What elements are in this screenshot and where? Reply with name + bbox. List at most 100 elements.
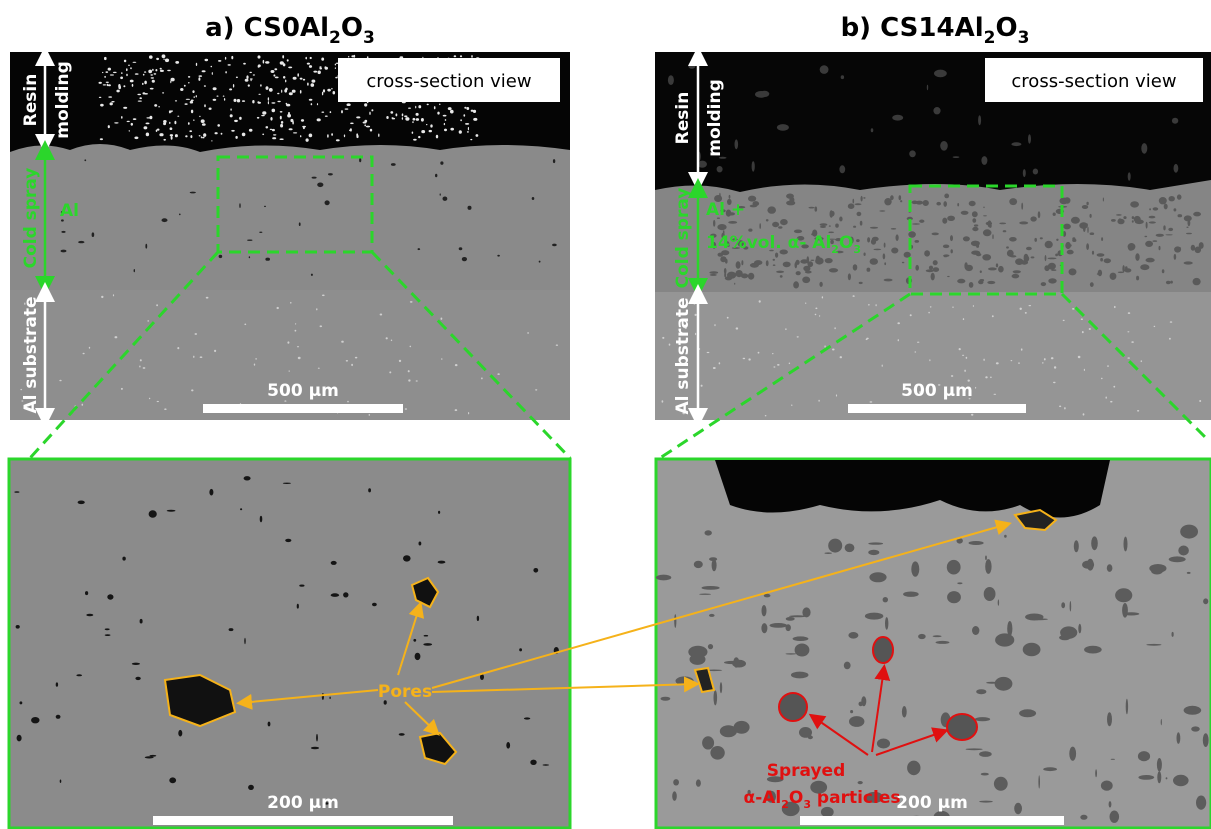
texture: [418, 541, 422, 546]
texture: [439, 193, 441, 196]
texture: [274, 76, 279, 79]
texture: [150, 77, 154, 79]
texture: [962, 236, 970, 242]
texture: [772, 258, 775, 261]
texture: [497, 373, 500, 375]
texture: [350, 122, 354, 125]
texture: [1080, 318, 1083, 321]
texture: [214, 349, 217, 353]
texture: [761, 623, 768, 634]
micrograph: [655, 52, 1211, 420]
texture: [285, 87, 288, 91]
texture: [868, 542, 884, 545]
texture: [733, 657, 740, 668]
texture: [1160, 718, 1162, 726]
texture: [735, 270, 743, 278]
texture: [331, 87, 333, 90]
texture: [285, 79, 287, 83]
texture: [175, 61, 180, 64]
scale-bar: [203, 404, 403, 413]
texture: [349, 129, 351, 132]
texture: [77, 500, 85, 505]
texture: [864, 612, 884, 620]
texture: [104, 628, 110, 631]
texture: [828, 238, 836, 240]
texture: [844, 543, 855, 553]
texture: [1106, 564, 1113, 572]
texture: [1114, 305, 1116, 309]
texture: [142, 73, 145, 76]
texture: [1153, 325, 1156, 328]
texture: [1030, 256, 1035, 259]
texture: [881, 364, 883, 367]
texture: [114, 336, 118, 339]
texture: [149, 55, 153, 59]
texture: [107, 67, 112, 71]
texture: [281, 89, 283, 93]
texture: [156, 128, 160, 131]
texture: [890, 228, 897, 230]
texture: [791, 404, 793, 407]
texture: [1072, 308, 1075, 310]
texture: [533, 568, 539, 573]
texture: [334, 67, 336, 69]
texture: [271, 102, 276, 104]
texture: [776, 270, 785, 273]
texture: [19, 701, 23, 705]
texture: [298, 222, 301, 226]
texture: [976, 244, 980, 248]
texture: [169, 134, 174, 137]
texture: [247, 239, 253, 241]
texture: [761, 605, 767, 617]
texture: [106, 83, 109, 87]
texture: [858, 701, 863, 707]
texture: [111, 101, 115, 103]
texture: [779, 249, 788, 255]
texture: [853, 225, 857, 228]
texture: [343, 134, 346, 138]
texture: [947, 275, 950, 278]
texture: [423, 643, 433, 646]
texture: [121, 116, 123, 119]
texture: [950, 249, 953, 254]
texture: [1055, 253, 1058, 257]
texture: [1103, 258, 1112, 264]
texture: [253, 363, 256, 366]
texture: [288, 66, 293, 69]
texture: [252, 100, 255, 104]
texture: [1053, 366, 1057, 369]
texture: [409, 301, 413, 303]
texture: [1115, 588, 1133, 603]
texture: [890, 195, 894, 201]
texture: [277, 100, 281, 103]
texture: [144, 756, 154, 759]
texture: [1152, 240, 1158, 242]
texture: [1176, 194, 1182, 200]
texture: [1089, 232, 1095, 235]
texture: [682, 412, 685, 415]
texture: [700, 384, 703, 387]
texture: [863, 197, 866, 199]
texture: [1105, 396, 1107, 399]
texture: [971, 211, 978, 218]
texture: [403, 555, 411, 562]
texture: [418, 135, 421, 139]
texture: [378, 133, 380, 137]
texture: [926, 84, 929, 91]
texture: [769, 623, 788, 628]
texture: [467, 126, 469, 131]
texture: [155, 129, 158, 132]
texture: [1108, 801, 1112, 808]
texture: [662, 336, 665, 339]
texture: [142, 82, 144, 85]
texture: [866, 267, 871, 272]
texture: [257, 101, 260, 103]
texture: [369, 111, 371, 116]
texture: [418, 105, 422, 109]
texture: [767, 206, 776, 214]
texture: [1140, 360, 1143, 363]
texture: [1010, 360, 1013, 362]
texture: [344, 108, 349, 110]
texture: [1146, 643, 1162, 646]
texture: [1091, 536, 1098, 551]
